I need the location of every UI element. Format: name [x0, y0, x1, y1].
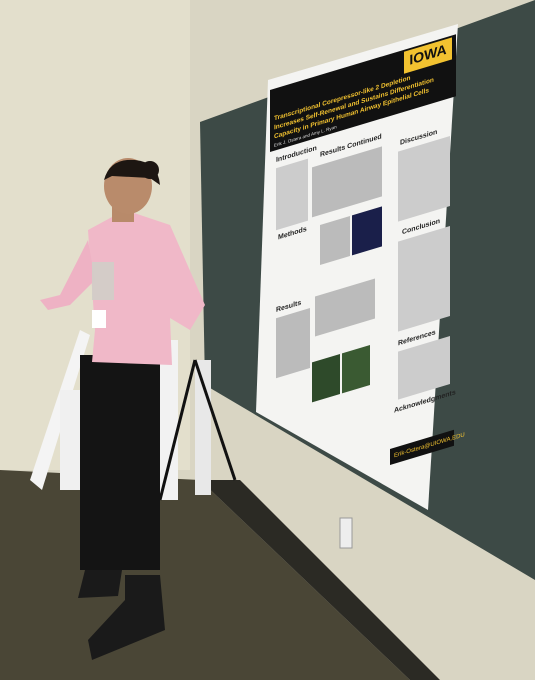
text-blocks	[276, 135, 450, 400]
easel	[158, 359, 237, 501]
baseboard	[200, 480, 440, 680]
outlet	[339, 517, 353, 549]
footer-band	[390, 429, 454, 465]
logo-box	[404, 37, 452, 74]
figures	[276, 146, 382, 403]
presenter	[40, 158, 205, 660]
